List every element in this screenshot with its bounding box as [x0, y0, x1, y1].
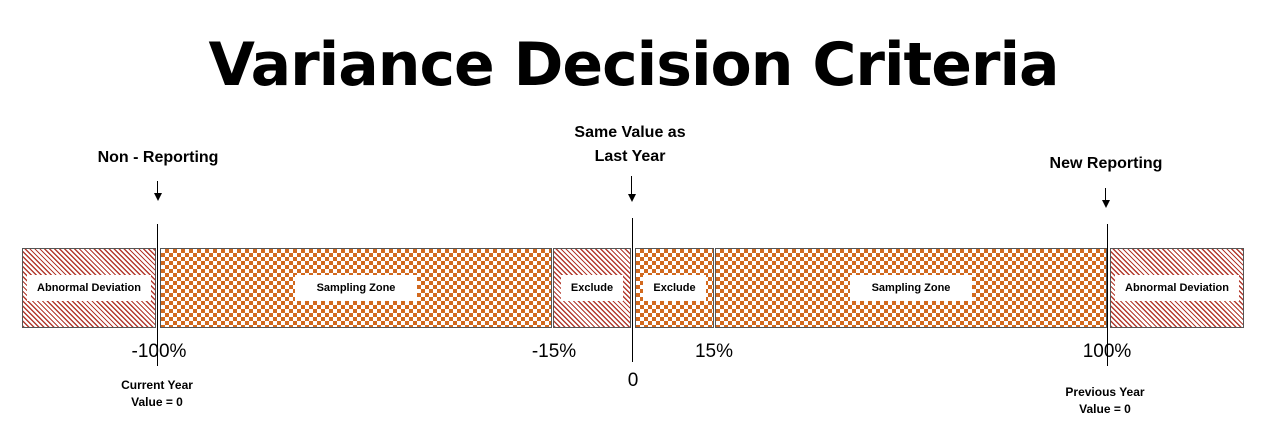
- new-reporting-arrow-shaft: [1105, 188, 1106, 200]
- zone-exclude-right: Exclude: [635, 248, 714, 328]
- same-value-label-line1: Same Value as: [574, 124, 686, 141]
- previous-year-note-line2: Value = 0: [1079, 402, 1131, 416]
- diagram-title: Variance Decision Criteria: [208, 30, 1059, 100]
- vline-pos100: [1107, 224, 1108, 366]
- zone-label: Exclude: [560, 275, 624, 301]
- tick-zero: 0: [627, 370, 639, 391]
- same-value-label-line2: Last Year: [594, 148, 666, 165]
- new-reporting-label: New Reporting: [1049, 155, 1163, 172]
- non-reporting-label: Non - Reporting: [97, 149, 219, 166]
- previous-year-note-line1: Previous Year: [1065, 385, 1145, 399]
- tick-neg100: -100%: [131, 341, 187, 362]
- zone-abnormal-deviation-right: Abnormal Deviation: [1110, 248, 1244, 328]
- current-year-note-line1: Current Year: [121, 378, 193, 392]
- vline-zero: [632, 218, 633, 362]
- tick-pos15: 15%: [694, 341, 734, 362]
- new-reporting-arrow-icon: [1102, 200, 1110, 208]
- non-reporting-arrow-icon: [154, 193, 162, 201]
- zone-label: Abnormal Deviation: [27, 275, 151, 301]
- zone-label: Exclude: [643, 275, 706, 301]
- zone-sampling-right: Sampling Zone: [715, 248, 1107, 328]
- zone-exclude-left: Exclude: [553, 248, 631, 328]
- zone-label: Sampling Zone: [849, 275, 973, 301]
- vline-neg100: [157, 224, 158, 366]
- non-reporting-arrow-shaft: [157, 181, 158, 193]
- tick-neg15: -15%: [531, 341, 577, 362]
- current-year-note-line2: Value = 0: [131, 395, 183, 409]
- zone-label: Abnormal Deviation: [1115, 275, 1239, 301]
- zone-sampling-left: Sampling Zone: [160, 248, 552, 328]
- zone-abnormal-deviation-left: Abnormal Deviation: [22, 248, 156, 328]
- zone-label: Sampling Zone: [294, 275, 418, 301]
- tick-pos100: 100%: [1082, 341, 1132, 362]
- same-value-arrow-icon: [628, 194, 636, 202]
- same-value-arrow-shaft: [631, 176, 632, 194]
